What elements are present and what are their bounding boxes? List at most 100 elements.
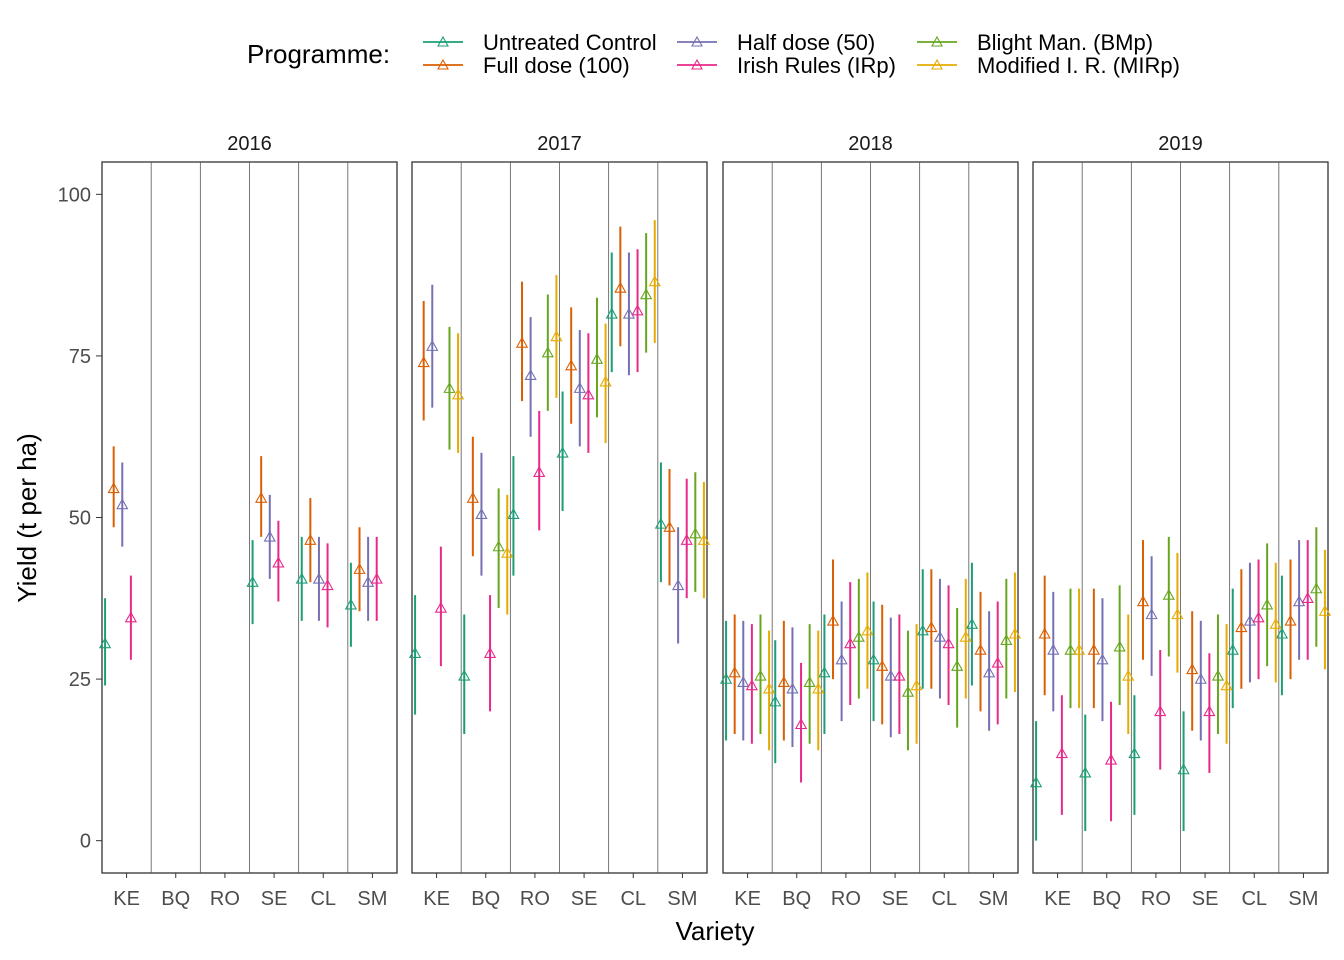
legend-item: Blight Man. (BMp) — [917, 30, 1153, 55]
mean-marker — [582, 388, 595, 400]
point-range — [1047, 591, 1060, 712]
point-range — [434, 546, 448, 667]
point-range — [1284, 559, 1297, 680]
point-range — [910, 624, 923, 744]
mean-marker — [812, 682, 825, 694]
point-range — [1128, 695, 1141, 815]
point-range — [867, 601, 880, 722]
mean-marker — [1252, 611, 1265, 623]
mean-marker — [1047, 643, 1060, 655]
facet-panels: 2016 KE BQ RO SE CL SM 2017 KE BQ RO SE CL SM 2018 KE BQ… — [98, 133, 1332, 910]
x-tick-label: CL — [1241, 888, 1267, 910]
point-range — [803, 624, 816, 744]
mean-marker — [492, 540, 505, 552]
legend-key-marker — [691, 58, 703, 70]
legend-item: Untreated Control — [423, 30, 657, 55]
point-range — [663, 469, 676, 586]
point-range — [361, 536, 375, 621]
point-range — [754, 614, 767, 735]
legend-item: Modified I. R. (MIRp) — [917, 53, 1180, 78]
legend-item: Half dose (50) — [677, 30, 875, 55]
point-range — [861, 572, 874, 689]
point-range — [648, 220, 661, 343]
point-range — [272, 520, 285, 602]
legend-title: Programme: — [247, 39, 390, 69]
point-range — [1171, 553, 1184, 673]
mean-marker — [246, 575, 259, 587]
mean-marker — [876, 659, 889, 671]
mean-marker — [451, 388, 465, 400]
mean-marker — [1269, 617, 1282, 629]
x-tick-label: SM — [1288, 888, 1318, 910]
point-range — [475, 452, 488, 576]
point-range — [1029, 721, 1043, 841]
point-range — [1226, 588, 1239, 709]
panel-2018: 2018 KE BQ RO SE CL SM — [719, 133, 1022, 910]
x-tick-label: SE — [261, 888, 288, 910]
point-range — [417, 300, 430, 421]
point-range — [689, 472, 702, 592]
x-tick-label: SE — [571, 888, 598, 910]
point-range — [1064, 588, 1077, 709]
point-range — [573, 330, 586, 447]
y-tick-label: 75 — [69, 346, 91, 368]
legend-label: Half dose (50) — [737, 30, 875, 55]
x-tick-label: BQ — [1092, 888, 1121, 910]
mean-marker — [605, 307, 618, 319]
mean-marker — [942, 637, 955, 649]
mean-marker — [680, 533, 693, 545]
point-range — [353, 527, 366, 612]
point-range — [1301, 540, 1314, 660]
legend-key-marker — [691, 35, 703, 47]
x-tick-label: KE — [734, 888, 761, 910]
point-range — [295, 536, 308, 621]
point-range — [515, 281, 529, 402]
point-range — [982, 611, 996, 731]
mean-marker — [861, 624, 874, 636]
x-tick-label: SM — [978, 888, 1008, 910]
mean-marker — [255, 491, 268, 503]
point-range — [1136, 540, 1150, 660]
point-range — [786, 627, 799, 747]
point-range — [1072, 588, 1086, 709]
mean-marker — [501, 546, 514, 558]
point-range — [565, 307, 578, 424]
point-range — [614, 226, 627, 347]
mean-marker — [991, 656, 1004, 668]
mean-marker — [1122, 669, 1135, 681]
mean-marker — [1203, 705, 1216, 717]
mean-marker — [1072, 643, 1086, 655]
point-range — [1145, 556, 1158, 676]
mean-marker — [98, 637, 112, 649]
point-range — [1269, 562, 1282, 683]
point-range — [1310, 527, 1323, 647]
point-range — [884, 617, 897, 738]
mean-marker — [803, 675, 816, 688]
mean-marker — [1310, 582, 1323, 594]
mean-marker — [884, 669, 897, 681]
mean-marker — [689, 527, 702, 539]
mean-marker — [475, 507, 488, 519]
x-tick-label: CL — [620, 888, 646, 910]
point-range — [901, 630, 915, 751]
mean-marker — [1000, 633, 1013, 646]
point-range — [466, 436, 479, 557]
mean-marker — [417, 356, 430, 368]
point-range — [524, 317, 537, 437]
point-range — [745, 624, 759, 744]
mean-marker — [524, 368, 537, 381]
mean-marker — [974, 643, 987, 655]
y-axis-title: Yield (t per ha) — [12, 433, 42, 603]
mean-marker — [852, 630, 865, 642]
mean-marker — [1186, 663, 1199, 675]
point-range — [762, 630, 776, 751]
mean-marker — [107, 482, 120, 494]
mean-marker — [794, 718, 808, 730]
mean-marker — [1104, 753, 1118, 765]
point-range — [1252, 559, 1265, 680]
point-range — [719, 620, 733, 741]
x-tick-label: BQ — [782, 888, 811, 910]
point-range — [959, 578, 972, 699]
point-range — [255, 456, 268, 537]
point-range — [777, 620, 790, 741]
